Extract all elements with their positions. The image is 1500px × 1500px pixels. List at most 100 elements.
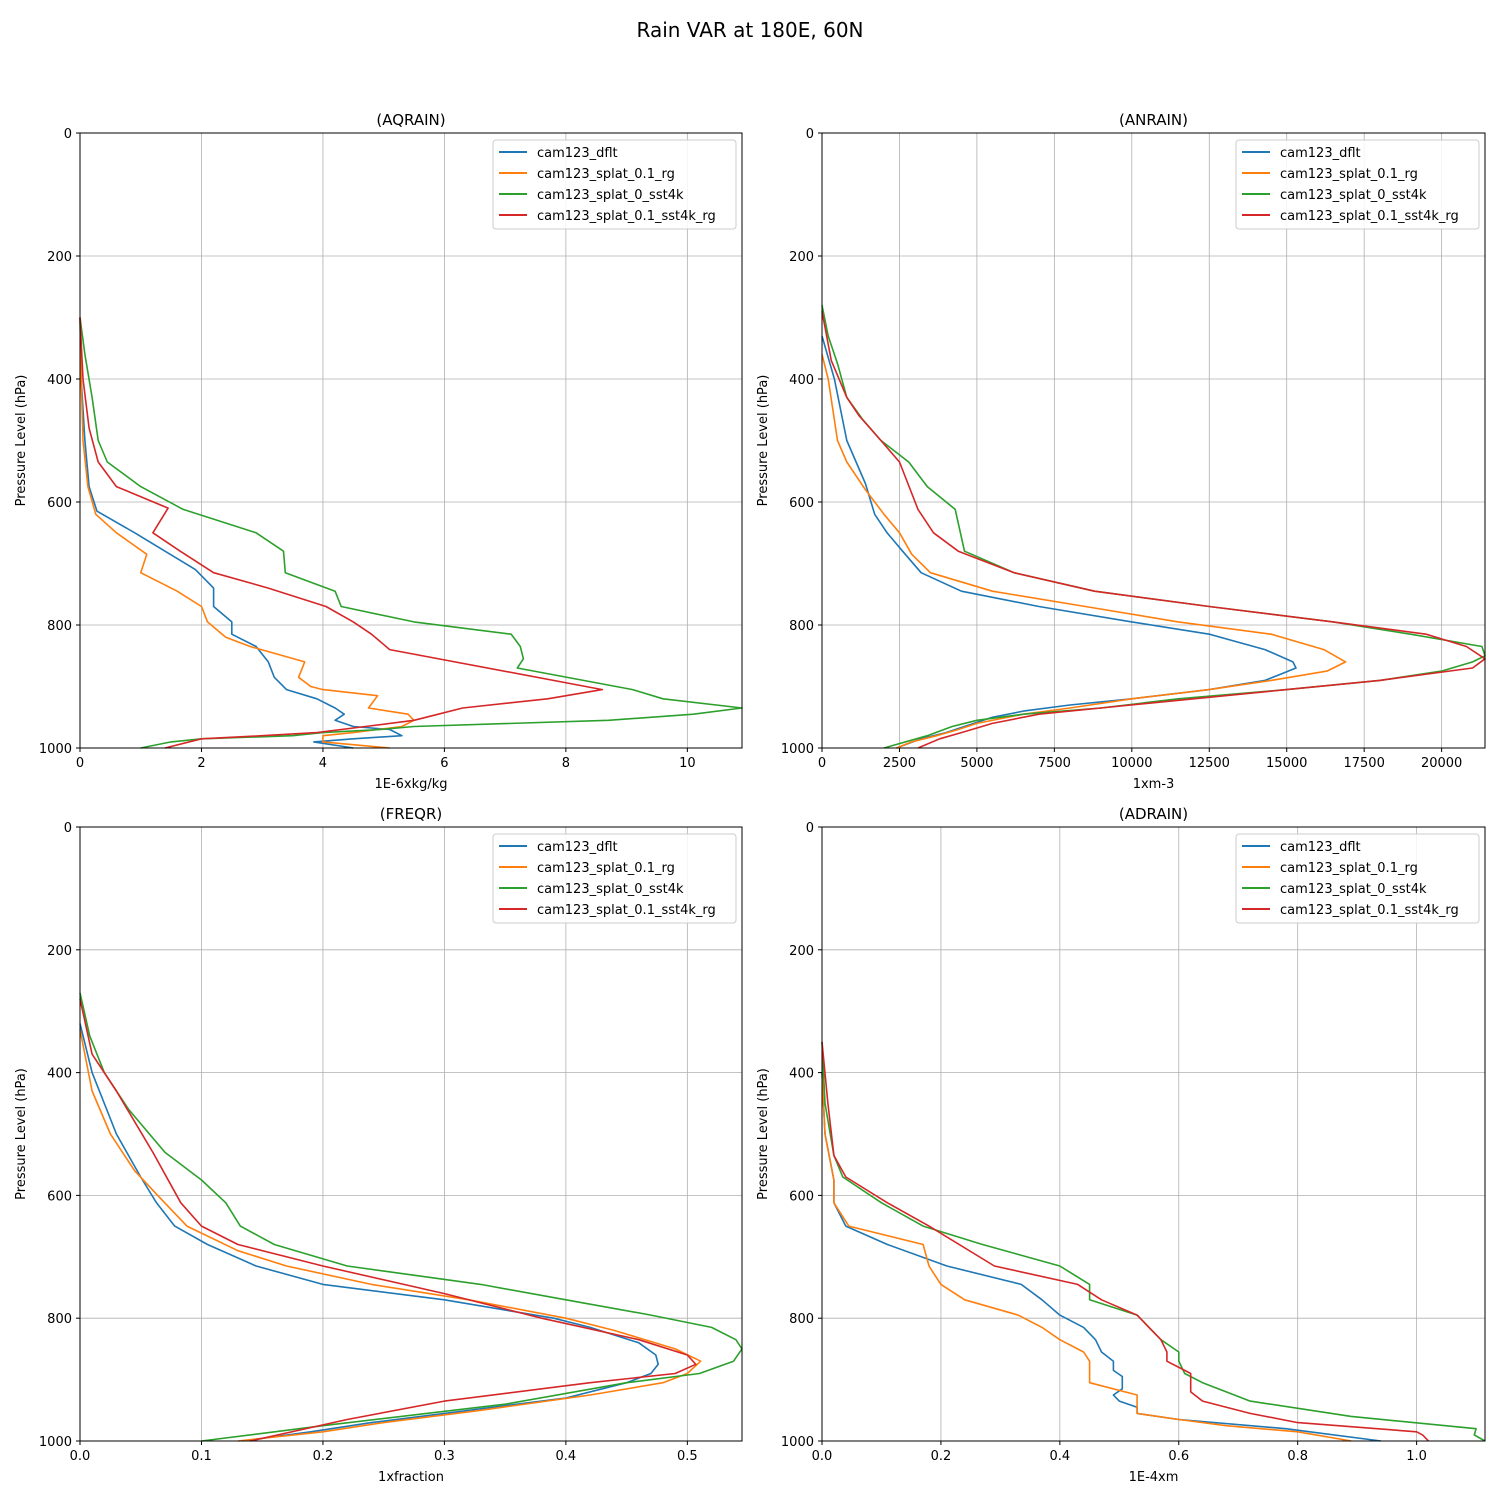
- y-tick-label: 200: [789, 944, 814, 959]
- x-tick-label: 0.2: [313, 1449, 334, 1464]
- legend-label-cam123-dflt: cam123_dflt: [1280, 840, 1361, 855]
- series-line-cam123-dflt: [79, 317, 403, 749]
- series-line-cam123-splat-0-1-rg: [79, 1029, 702, 1442]
- x-tick-label: 8: [562, 756, 570, 771]
- figure-suptitle: Rain VAR at 180E, 60N: [636, 18, 863, 42]
- legend-label-cam123-splat-0-1-rg: cam123_splat_0.1_rg: [1280, 167, 1418, 182]
- x-tick-label: 0: [76, 756, 84, 771]
- series-line-cam123-splat-0-1-rg: [821, 354, 1347, 749]
- panel-title: (AQRAIN): [376, 111, 445, 129]
- y-tick-label: 1000: [39, 742, 72, 757]
- y-tick-label: 200: [47, 944, 72, 959]
- legend-label-cam123-splat-0-sst4k: cam123_splat_0_sst4k: [1280, 188, 1427, 203]
- y-tick-label: 800: [47, 1312, 72, 1327]
- x-tick-label: 6: [440, 756, 448, 771]
- x-tick-label: 0.0: [812, 1449, 833, 1464]
- panel-adrain: 0.0 0.2 0.4 0.6 0.8 1.0 0 200 400 600 800 1000 (ADRA…: [756, 805, 1486, 1485]
- y-tick-label: 600: [789, 496, 814, 511]
- legend-label-cam123-splat-0-1-rg: cam123_splat_0.1_rg: [537, 167, 675, 182]
- series-line-cam123-splat-0-1-sst4k-rg: [821, 1041, 1430, 1442]
- series-line-cam123-splat-0-sst4k: [79, 992, 743, 1442]
- legend-frame: [1235, 139, 1480, 230]
- y-tick-label: 400: [789, 373, 814, 388]
- x-tick-label: 0: [818, 756, 826, 771]
- x-tick-label: 1.0: [1406, 1449, 1427, 1464]
- legend: cam123_dflt cam123_splat_0.1_rg cam123_spl…: [1235, 833, 1480, 924]
- panel-title: (FREQR): [380, 805, 442, 823]
- x-tick-label: 0.3: [434, 1449, 455, 1464]
- legend-label-cam123-splat-0-sst4k: cam123_splat_0_sst4k: [537, 882, 684, 897]
- y-tick-label: 600: [47, 496, 72, 511]
- y-axis-label: Pressure Level (hPa): [756, 375, 771, 507]
- series-line-cam123-splat-0-1-rg: [79, 317, 415, 749]
- y-tick-label: 200: [47, 250, 72, 265]
- x-tick-label: 20000: [1421, 756, 1462, 771]
- plot-area-frame: [79, 132, 743, 749]
- plot-area-frame: [821, 132, 1486, 749]
- x-tick-label: 5000: [960, 756, 993, 771]
- y-axis-label: Pressure Level (hPa): [14, 1068, 29, 1200]
- legend-label-cam123-dflt: cam123_dflt: [537, 840, 618, 855]
- panel-anrain: 0 2500 5000 7500 10000 12500 15000 17500 20000 0 2…: [756, 111, 1486, 792]
- y-tick-label: 400: [47, 373, 72, 388]
- y-tick-label: 400: [47, 1067, 72, 1082]
- legend: cam123_dflt cam123_splat_0.1_rg cam123_spl…: [492, 139, 737, 230]
- series-line-cam123-splat-0-1-rg: [821, 1072, 1352, 1442]
- legend-label-cam123-splat-0-1-sst4k-rg: cam123_splat_0.1_sst4k_rg: [1280, 209, 1459, 224]
- y-tick-label: 0: [806, 821, 814, 836]
- x-tick-label: 17500: [1343, 756, 1384, 771]
- x-tick-label: 2: [197, 756, 205, 771]
- x-tick-label: 15000: [1266, 756, 1307, 771]
- x-tick-label: 0.1: [191, 1449, 212, 1464]
- x-tick-label: 0.5: [677, 1449, 698, 1464]
- plot-area-frame: [821, 826, 1486, 1442]
- series-line-cam123-splat-0-1-sst4k-rg: [79, 317, 604, 749]
- x-axis-label: 1xfraction: [378, 1470, 444, 1485]
- x-tick-label: 0.2: [931, 1449, 952, 1464]
- x-tick-label: 4: [319, 756, 327, 771]
- y-axis-label: Pressure Level (hPa): [14, 375, 29, 507]
- x-tick-label: 0.0: [70, 1449, 91, 1464]
- x-tick-label: 7500: [1038, 756, 1071, 771]
- x-tick-label: 0.8: [1287, 1449, 1308, 1464]
- x-axis-label: 1E-6xkg/kg: [374, 777, 447, 792]
- y-tick-label: 0: [806, 127, 814, 142]
- series-line-cam123-splat-0-1-sst4k-rg: [79, 998, 697, 1442]
- legend-frame: [492, 833, 737, 924]
- series-line-cam123-splat-0-sst4k: [79, 317, 743, 749]
- y-tick-label: 200: [789, 250, 814, 265]
- series-line-cam123-dflt: [821, 335, 1297, 749]
- y-tick-label: 600: [47, 1189, 72, 1204]
- x-tick-label: 0.6: [1168, 1449, 1189, 1464]
- panel-aqrain: 0 2 4 6 8 10 0 200 400 600 800 1000 (AQRAIN) 1E-6xkg/…: [14, 111, 743, 792]
- x-tick-label: 12500: [1189, 756, 1230, 771]
- legend-label-cam123-splat-0-1-rg: cam123_splat_0.1_rg: [537, 861, 675, 876]
- x-tick-label: 0.4: [556, 1449, 577, 1464]
- x-tick-label: 0.4: [1050, 1449, 1071, 1464]
- series-line-cam123-splat-0-sst4k: [821, 305, 1486, 749]
- series-line-cam123-splat-0-1-sst4k-rg: [821, 311, 1486, 749]
- panels-container: 0 2 4 6 8 10 0 200 400 600 800 1000 (AQRAIN) 1E-6xkg/…: [14, 111, 1486, 1485]
- x-axis-label: 1xm-3: [1133, 777, 1175, 792]
- plot-area-frame: [79, 826, 743, 1442]
- legend-label-cam123-splat-0-1-sst4k-rg: cam123_splat_0.1_sst4k_rg: [537, 209, 716, 224]
- legend: cam123_dflt cam123_splat_0.1_rg cam123_spl…: [492, 833, 737, 924]
- y-tick-label: 400: [789, 1067, 814, 1082]
- y-tick-label: 0: [64, 127, 72, 142]
- y-axis-label: Pressure Level (hPa): [756, 1068, 771, 1200]
- panel-title: (ANRAIN): [1119, 111, 1188, 129]
- legend-frame: [1235, 833, 1480, 924]
- y-tick-label: 600: [789, 1189, 814, 1204]
- y-tick-label: 800: [47, 619, 72, 634]
- series-line-cam123-dflt: [79, 1023, 659, 1442]
- legend-label-cam123-splat-0-1-rg: cam123_splat_0.1_rg: [1280, 861, 1418, 876]
- y-tick-label: 1000: [781, 742, 814, 757]
- legend-label-cam123-splat-0-1-sst4k-rg: cam123_splat_0.1_sst4k_rg: [537, 903, 716, 918]
- x-tick-label: 10: [679, 756, 696, 771]
- legend-label-cam123-splat-0-1-sst4k-rg: cam123_splat_0.1_sst4k_rg: [1280, 903, 1459, 918]
- y-tick-label: 800: [789, 619, 814, 634]
- legend-label-cam123-dflt: cam123_dflt: [537, 146, 618, 161]
- x-tick-label: 2500: [883, 756, 916, 771]
- y-tick-label: 0: [64, 821, 72, 836]
